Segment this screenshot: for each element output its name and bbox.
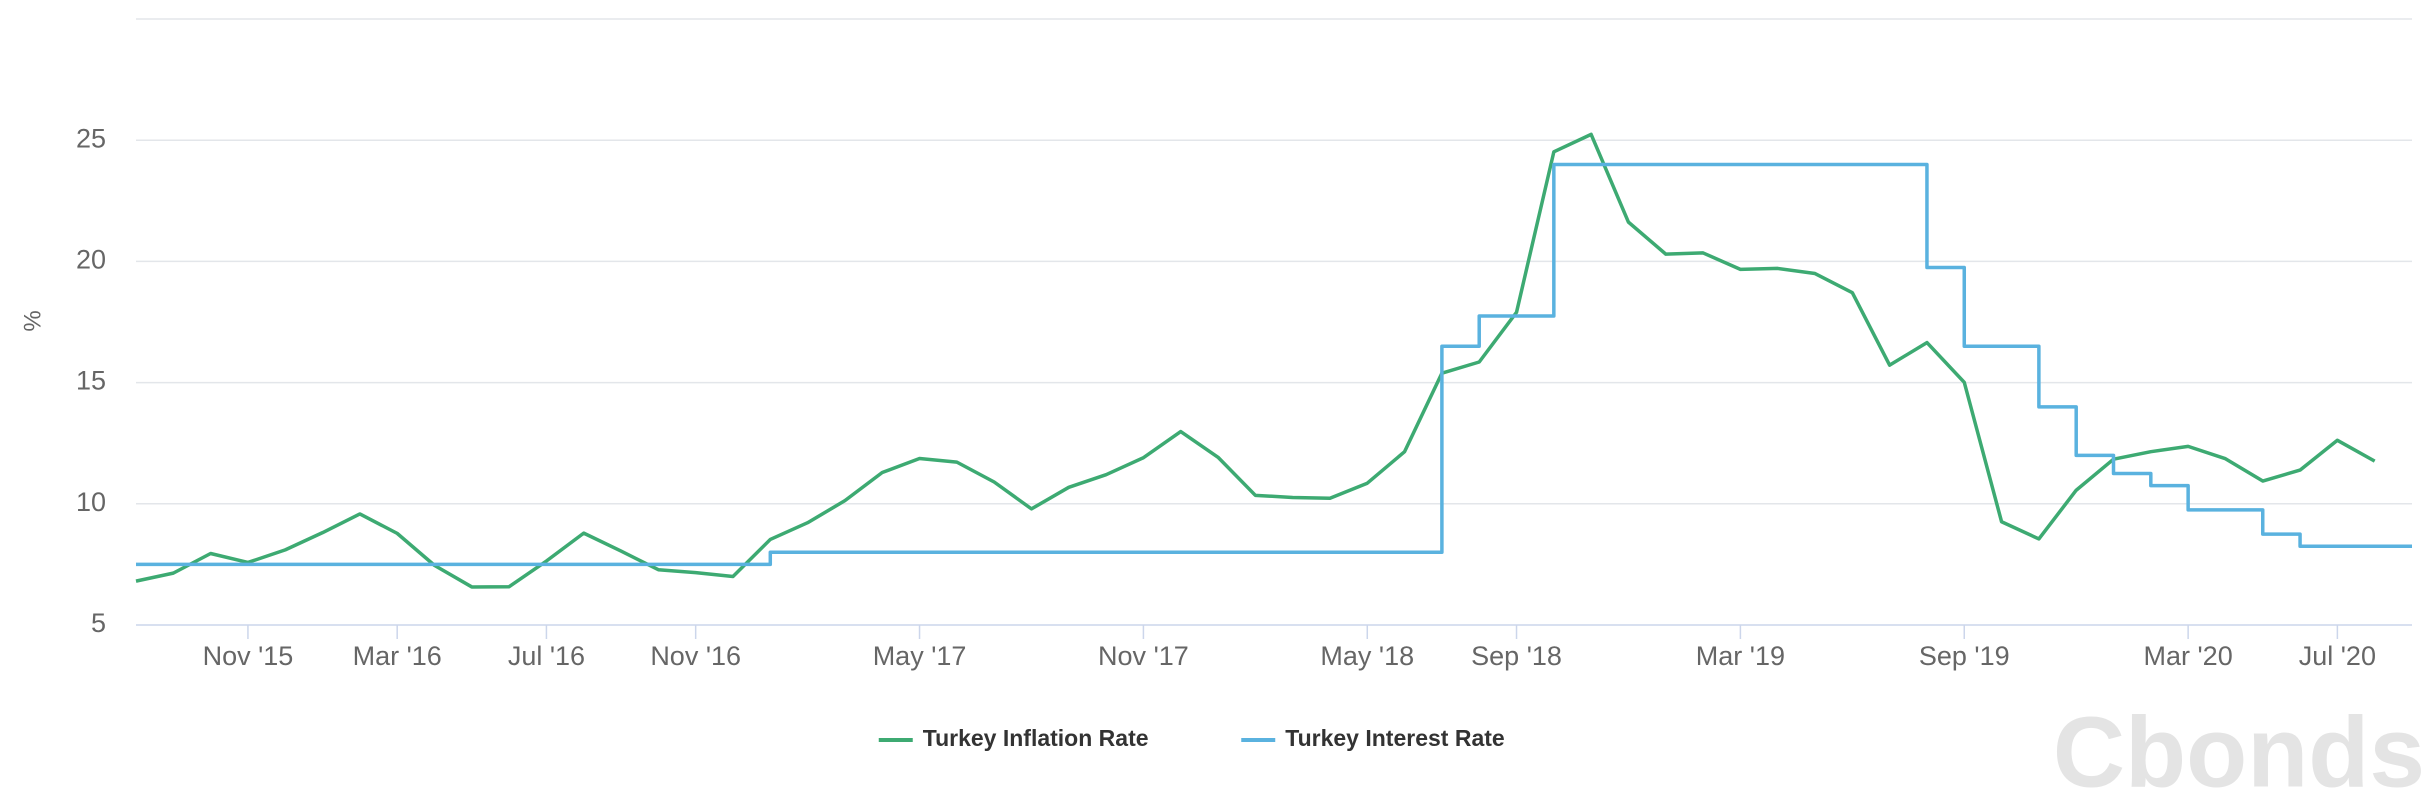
x-tick-label: Nov '15	[203, 641, 294, 671]
y-tick-label: 15	[76, 366, 106, 396]
y-tick-label: 20	[76, 245, 106, 275]
series-line	[136, 162, 2412, 567]
legend-label: Turkey Inflation Rate	[923, 725, 1149, 751]
x-tick-label: Mar '16	[353, 641, 442, 671]
x-tick-label: May '18	[1320, 641, 1414, 671]
y-axis-label: %	[19, 310, 46, 331]
legend-label: Turkey Interest Rate	[1285, 725, 1504, 751]
watermark: Cbonds	[2053, 696, 2425, 800]
x-tick-label: Sep '18	[1471, 641, 1562, 671]
y-tick-label: 25	[76, 123, 106, 153]
x-tick-label: May '17	[873, 641, 967, 671]
y-tick-label: 5	[91, 608, 106, 638]
x-tick-label: Nov '16	[650, 641, 741, 671]
y-tick-label: 10	[76, 487, 106, 517]
x-tick-label: Nov '17	[1098, 641, 1189, 671]
x-tick-label: Jul '20	[2299, 641, 2376, 671]
x-tick-label: Jul '16	[508, 641, 585, 671]
x-tick-label: Mar '20	[2144, 641, 2233, 671]
series-line	[135, 132, 2376, 589]
x-tick-label: Sep '19	[1919, 641, 2010, 671]
x-tick-label: Mar '19	[1696, 641, 1785, 671]
